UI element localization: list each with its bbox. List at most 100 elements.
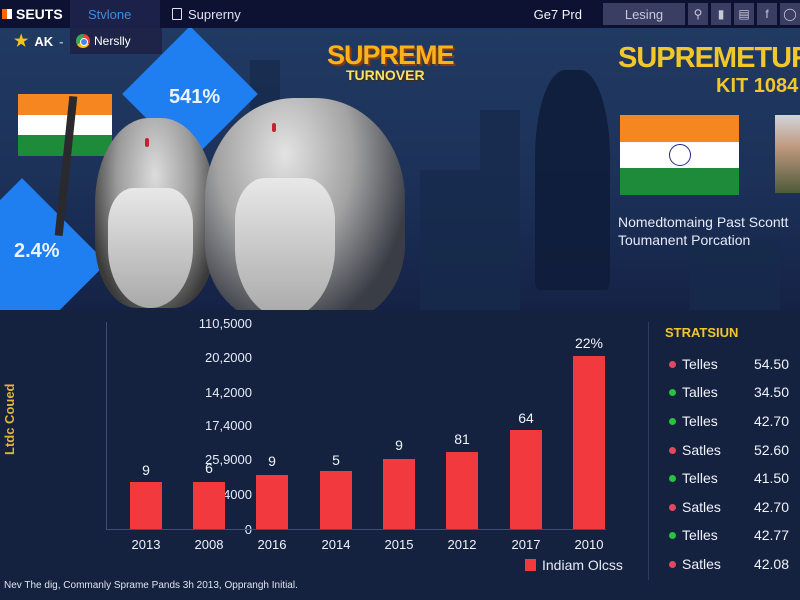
row-label: Talles	[682, 384, 718, 400]
status-dot-red	[669, 446, 676, 454]
dropdown-label: Nerslly	[94, 34, 131, 48]
y-axis-label: Ltdc Coued	[2, 383, 17, 456]
bar[interactable]	[193, 482, 225, 529]
stats-row[interactable]: Talles 34.50	[669, 384, 799, 400]
bar[interactable]	[446, 452, 478, 529]
soldier-silhouette	[535, 70, 610, 290]
status-dot-green	[669, 531, 676, 539]
x-axis	[106, 529, 606, 530]
row-value: 42.70	[753, 499, 789, 515]
x-tick: 2016	[257, 537, 287, 552]
sage-beard	[108, 188, 193, 308]
bar[interactable]	[573, 356, 605, 529]
india-flag	[620, 115, 739, 196]
bar[interactable]	[320, 471, 352, 529]
row-value: 42.77	[753, 527, 789, 543]
login-button[interactable]: Lesing	[603, 3, 685, 25]
row-label: Satles	[682, 442, 721, 458]
instagram-icon[interactable]: ◯	[780, 3, 800, 25]
bar[interactable]	[130, 482, 162, 529]
x-tick: 2014	[321, 537, 351, 552]
tab-label: Suprerny	[188, 6, 241, 22]
stats-row[interactable]: Telles 42.77	[669, 527, 799, 543]
status-dot-red	[669, 360, 676, 368]
bar-value: 64	[518, 410, 534, 426]
stats-title: STRATSIUN	[665, 325, 739, 340]
row-value: 34.50	[753, 384, 789, 400]
browser-dropdown[interactable]: Nerslly	[70, 28, 162, 54]
bar-value: 9	[268, 453, 276, 469]
game-logo-title: SUPREME	[327, 40, 455, 70]
row-label: Telles	[682, 413, 718, 429]
stats-row[interactable]: Satles 52.60	[669, 442, 799, 458]
x-tick: 2008	[194, 537, 224, 552]
stat-badge-top: 541%	[169, 86, 221, 108]
x-tick: 2013	[131, 537, 161, 552]
bar-value: 9	[395, 437, 403, 453]
background-building	[690, 240, 780, 310]
row-value: 52.60	[753, 442, 789, 458]
background-building	[420, 170, 480, 310]
stats-icon[interactable]: ▮	[711, 3, 731, 25]
row-label: Satles	[682, 499, 721, 515]
facebook-icon[interactable]: f	[757, 3, 777, 25]
x-tick: 2010	[574, 537, 604, 552]
status-dot-red	[669, 560, 676, 568]
sub-toolbar: ★ AK - Nerslly	[0, 28, 162, 54]
hero-caption: Nomedtomaing Past Scontt Toumanent Porca…	[618, 213, 788, 249]
player-photo[interactable]	[775, 115, 800, 193]
bar-value: 9	[142, 462, 150, 478]
caption-line-1: Nomedtomaing Past Scontt	[618, 214, 789, 230]
bar[interactable]	[510, 430, 542, 529]
x-tick: 2017	[511, 537, 541, 552]
x-tick: 2012	[447, 537, 477, 552]
search-icon[interactable]: ⚲	[688, 3, 708, 25]
page-icon[interactable]: ▤	[734, 3, 754, 25]
row-label: Satles	[682, 556, 721, 572]
brand-logo-icon	[2, 9, 12, 19]
stats-row[interactable]: Satles 42.08	[669, 556, 799, 572]
stats-row[interactable]: Telles 42.70	[669, 413, 799, 429]
tab-suprerny[interactable]: Suprerny	[172, 7, 241, 22]
legend-label: Indiam Olcss	[542, 557, 623, 573]
y-tick: 110,5000	[198, 316, 252, 331]
background-building	[480, 110, 520, 310]
bar[interactable]	[256, 475, 288, 529]
y-tick: 25,9000	[205, 452, 252, 467]
stats-row[interactable]: Satles 42.70	[669, 499, 799, 515]
star-icon: ★	[14, 33, 29, 50]
bar-value: 5	[332, 452, 340, 468]
tilak-mark	[272, 123, 276, 132]
status-dot-green	[669, 474, 676, 482]
sage-beard	[235, 178, 335, 310]
y-tick: 14,2000	[205, 385, 252, 400]
brand[interactable]: SEUTS	[0, 6, 70, 22]
row-label: Telles	[682, 527, 718, 543]
stat-badge-left: 2.4%	[14, 240, 60, 262]
bar[interactable]	[383, 459, 415, 529]
ashoka-chakra-icon	[668, 144, 691, 166]
chart-legend: Indiam Olcss	[525, 557, 623, 573]
row-value: 41.50	[753, 470, 789, 486]
hero-subtitle: KIT 1084	[716, 75, 799, 97]
account-menu[interactable]: ★ AK -	[0, 31, 70, 51]
game-link[interactable]: Ge7 Prd	[533, 6, 582, 22]
top-nav-bar: SEUTS Stvlone Suprerny Ge7 Prd Lesing ⚲ …	[0, 0, 800, 28]
book-icon	[172, 8, 182, 20]
x-tick: 2015	[384, 537, 414, 552]
stats-row[interactable]: Telles 54.50	[669, 356, 799, 372]
row-label: Telles	[682, 470, 718, 486]
status-dot-green	[669, 388, 676, 396]
tab-active[interactable]: Stvlone	[70, 0, 160, 28]
row-label: Telles	[682, 356, 718, 372]
caption-line-2: Toumanent Porcation	[618, 232, 751, 248]
y-axis	[106, 322, 107, 530]
account-label: AK	[34, 33, 54, 49]
stats-row[interactable]: Telles 41.50	[669, 470, 799, 486]
brand-label: SEUTS	[16, 6, 63, 22]
bar-value: 22%	[574, 335, 604, 351]
footer-text: Nev The dig, Commanly Sprame Pands 3h 20…	[4, 580, 298, 591]
row-value: 54.50	[753, 356, 789, 372]
row-value: 42.08	[753, 556, 789, 572]
